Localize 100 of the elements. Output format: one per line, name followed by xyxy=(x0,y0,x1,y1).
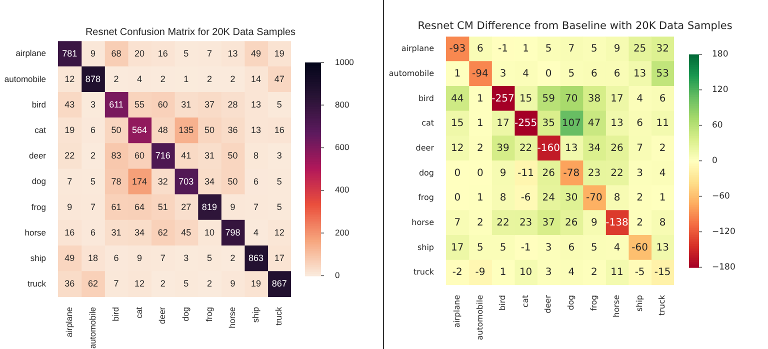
data-label: 16 xyxy=(64,228,75,238)
color-bar-label: 120 xyxy=(712,85,728,96)
x-tick-label: frog xyxy=(589,295,598,311)
data-label: 4 xyxy=(659,168,666,179)
data-label: 25 xyxy=(633,44,646,55)
color-bar-label: 800 xyxy=(335,99,350,110)
data-label: 3 xyxy=(545,267,552,278)
data-label: 6 xyxy=(254,176,259,186)
data-label: 19 xyxy=(251,278,262,289)
data-label: 9 xyxy=(230,278,236,289)
data-label: 13 xyxy=(251,125,262,136)
data-label: 28 xyxy=(228,100,238,110)
data-label: 863 xyxy=(248,253,264,264)
data-label: 819 xyxy=(202,202,217,212)
data-label: 23 xyxy=(519,217,532,228)
data-label: -255 xyxy=(514,118,538,130)
data-label: 2 xyxy=(230,253,236,264)
x-tick-label: deer xyxy=(157,306,168,324)
data-label: 12 xyxy=(274,228,284,238)
data-label: 18 xyxy=(88,253,98,264)
data-label: 9 xyxy=(500,168,506,179)
data-label: 15 xyxy=(519,93,532,104)
data-label: 0 xyxy=(454,192,461,204)
data-label: 2 xyxy=(160,74,166,84)
color-bar-label: 1000 xyxy=(335,56,354,67)
data-label: -11 xyxy=(518,168,534,179)
data-label: -160 xyxy=(537,142,560,154)
data-label: 59 xyxy=(542,93,555,104)
data-label: 12 xyxy=(451,142,464,154)
color-bar-label: 0 xyxy=(712,156,718,166)
data-label: 36 xyxy=(64,278,75,289)
data-label: 22 xyxy=(64,150,75,161)
y-tick-label: horse xyxy=(412,218,434,227)
data-label: 20 xyxy=(134,48,145,58)
data-label: 3 xyxy=(500,68,506,80)
data-label: -1 xyxy=(498,44,508,55)
data-label: 22 xyxy=(496,217,510,228)
data-label: 5 xyxy=(276,176,282,186)
data-label: 7 xyxy=(160,253,166,264)
data-label: 17 xyxy=(451,242,464,254)
data-label: 51 xyxy=(158,202,168,212)
x-tick-label: airplane xyxy=(452,294,462,328)
data-label: 6 xyxy=(568,242,575,254)
y-tick-label: bird xyxy=(418,94,434,103)
x-tick-label: horse xyxy=(612,294,622,318)
data-label: 6 xyxy=(636,118,643,130)
data-label: 8 xyxy=(500,192,506,204)
y-tick-label: dog xyxy=(418,168,434,178)
data-label: 5 xyxy=(184,278,189,289)
y-tick-label: automobile xyxy=(388,68,434,78)
data-label: 22 xyxy=(610,168,624,179)
data-label: 24 xyxy=(542,192,555,204)
data-label: 26 xyxy=(565,217,578,228)
x-tick-label: dog xyxy=(180,306,190,322)
data-label: 564 xyxy=(132,125,148,136)
data-label: 6 xyxy=(114,253,119,264)
x-tick-label: frog xyxy=(204,306,214,322)
data-label: 27 xyxy=(181,202,192,212)
data-label: 703 xyxy=(178,176,194,186)
data-label: 3 xyxy=(545,242,552,254)
data-label: 7 xyxy=(90,202,96,212)
color-bar-label: 180 xyxy=(712,50,728,60)
x-tick-label: dog xyxy=(566,295,576,310)
data-label: 2 xyxy=(114,74,119,84)
data-label: 32 xyxy=(656,44,669,55)
data-label: 17 xyxy=(274,253,284,264)
data-label: 16 xyxy=(158,48,168,58)
data-label: 5 xyxy=(545,44,552,55)
data-label: 35 xyxy=(542,118,555,130)
data-label: 2 xyxy=(477,217,484,228)
data-label: 13 xyxy=(610,118,624,130)
data-label: 3 xyxy=(276,150,282,161)
data-label: 78 xyxy=(111,176,122,186)
data-label: 2 xyxy=(206,278,212,289)
data-label: 30 xyxy=(565,192,578,204)
data-label: 7 xyxy=(568,44,575,55)
x-tick-label: automobile xyxy=(87,306,98,349)
data-label: 7 xyxy=(454,217,461,228)
data-label: 47 xyxy=(274,74,284,84)
x-tick-label: ship xyxy=(250,306,260,323)
data-label: 5 xyxy=(591,242,598,254)
data-label: 38 xyxy=(588,93,601,104)
data-label: 11 xyxy=(610,267,624,278)
data-label: 49 xyxy=(251,48,262,58)
data-label: -60 xyxy=(632,242,648,254)
x-tick-label: airplane xyxy=(64,306,74,338)
data-label: 68 xyxy=(111,48,122,58)
data-label: 50 xyxy=(228,176,238,186)
data-label: 36 xyxy=(228,125,238,136)
data-label: 19 xyxy=(64,125,75,136)
data-label: 47 xyxy=(588,118,601,130)
data-label: 1 xyxy=(184,74,189,84)
data-label: 13 xyxy=(251,100,262,110)
data-label: -70 xyxy=(586,192,602,204)
data-label: 1 xyxy=(454,68,461,80)
data-label: 9 xyxy=(90,48,96,58)
data-label: 611 xyxy=(109,100,124,110)
data-label: 5 xyxy=(206,253,212,264)
color-bar-label: −180 xyxy=(712,262,736,272)
data-label: 17 xyxy=(496,118,510,130)
